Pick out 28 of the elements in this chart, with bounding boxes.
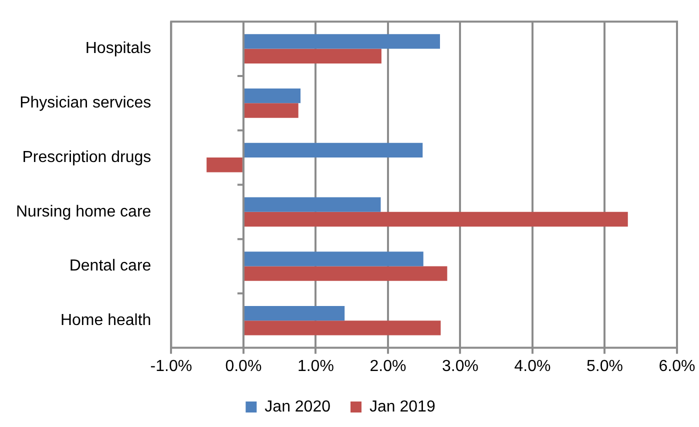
- x-tick-label: 4.0%: [514, 358, 551, 375]
- bar: [244, 197, 381, 212]
- bar: [244, 88, 301, 104]
- bar: [244, 212, 628, 227]
- y-tick-label: Hospitals: [85, 40, 152, 58]
- x-tick-label: 2.0%: [370, 358, 406, 375]
- x-tick-label: 1.0%: [297, 358, 334, 375]
- x-tick-label: 0.0%: [225, 358, 262, 375]
- x-tick-label: -1.0%: [150, 358, 192, 375]
- bar: [244, 142, 423, 158]
- y-tick-label: Dental care: [69, 258, 152, 275]
- bar: [244, 103, 298, 118]
- legend-label: Jan 2020: [264, 398, 331, 416]
- bar: [244, 320, 441, 336]
- legend-label: Jan 2019: [370, 398, 436, 416]
- x-tick-label: 5.0%: [586, 358, 623, 375]
- bar: [244, 34, 440, 49]
- bar: [206, 158, 242, 172]
- y-tick-label: Home health: [60, 312, 152, 330]
- y-tick-label: Physician services: [20, 94, 152, 112]
- y-tick-label: Nursing home care: [16, 203, 152, 220]
- bar: [244, 306, 345, 321]
- bar: [244, 252, 424, 266]
- y-tick-label: Prescription drugs: [22, 148, 152, 166]
- bar: [244, 48, 382, 64]
- x-tick-label: 6.0%: [658, 358, 696, 375]
- x-tick-label: 3.0%: [442, 358, 478, 375]
- bar: [244, 266, 448, 281]
